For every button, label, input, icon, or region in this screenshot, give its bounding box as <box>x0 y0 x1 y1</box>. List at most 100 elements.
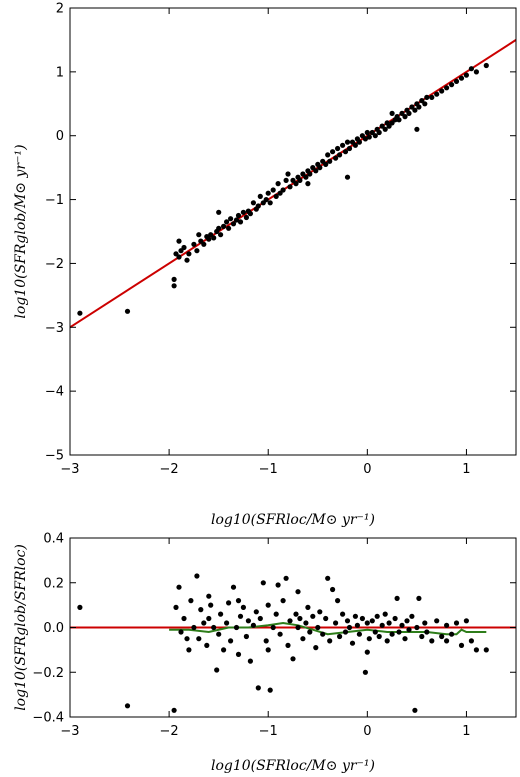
bot-point-104 <box>424 629 430 635</box>
top-ytick-label-6: 1 <box>56 65 64 80</box>
bot-point-8 <box>186 647 192 653</box>
bot-point-78 <box>359 615 365 622</box>
top-plot-frame <box>69 7 517 456</box>
top-point-77 <box>356 139 362 145</box>
top-line-1 <box>69 39 517 329</box>
top-point-2 <box>171 283 177 289</box>
bot-point-77 <box>356 631 362 637</box>
bot-point-28 <box>235 651 242 658</box>
top-point-36 <box>255 203 261 209</box>
top-point-12 <box>196 232 202 238</box>
top-point-99 <box>412 107 418 113</box>
bot-xtick-label-4: 1 <box>462 724 470 739</box>
top-scatter-points <box>77 62 489 316</box>
top-point-43 <box>273 193 279 199</box>
bot-point-62 <box>320 631 326 637</box>
top-point-71 <box>342 149 349 155</box>
bot-point-63 <box>323 615 329 622</box>
bot-ytick-label-0: −0.4 <box>32 711 64 726</box>
bot-point-14 <box>201 620 207 626</box>
bot-point-0 <box>77 604 83 611</box>
bot-point-10 <box>191 624 197 631</box>
top-point-118 <box>216 209 222 215</box>
bot-point-45 <box>277 631 283 637</box>
top-point-25 <box>228 216 234 222</box>
top-point-23 <box>224 219 230 225</box>
bot-point-51 <box>293 611 299 617</box>
bot-ytick-label-4: 0.4 <box>43 532 64 547</box>
top-point-119 <box>176 238 182 244</box>
bot-point-6 <box>181 615 187 622</box>
bot-point-98 <box>409 613 415 619</box>
bot-point-113 <box>468 638 474 644</box>
bot-point-117 <box>295 589 301 595</box>
top-ytick-label-7: 2 <box>56 2 64 17</box>
top-ytick-label-2: −3 <box>45 321 64 336</box>
top-point-108 <box>444 85 450 91</box>
bot-point-53 <box>297 615 303 622</box>
top-xtick-label-4: 1 <box>462 462 470 477</box>
top-point-55 <box>303 174 309 180</box>
top-point-40 <box>265 190 271 196</box>
top-xtick-label-3: 0 <box>363 462 371 477</box>
bot-point-120 <box>364 649 370 655</box>
bot-point-12 <box>196 636 202 642</box>
bot-point-49 <box>287 618 293 624</box>
top-ytick-label-3: −2 <box>45 257 64 272</box>
top-point-48 <box>285 171 291 177</box>
top-point-37 <box>257 193 263 199</box>
top-point-0 <box>77 310 83 316</box>
top-point-115 <box>483 62 489 69</box>
bot-point-16 <box>206 615 212 622</box>
bot-point-75 <box>352 613 358 619</box>
bot-point-100 <box>414 624 420 631</box>
bot-point-74 <box>349 640 356 646</box>
bottom-panel: −3 −2 −1 0 1 −0.4 −0.2 0.0 0.2 0.4 log10(SFRloc/M… <box>13 532 517 774</box>
top-point-41 <box>267 200 273 206</box>
top-x-axis-label: log10(SFRloc/M⊙ yr⁻¹) <box>211 512 375 528</box>
bot-point-82 <box>369 618 375 624</box>
bot-point-23 <box>224 620 230 626</box>
bot-point-47 <box>283 575 289 581</box>
top-fit-lines <box>69 39 517 329</box>
bot-point-35 <box>253 609 259 615</box>
top-point-120 <box>305 181 311 187</box>
top-point-8 <box>184 257 190 263</box>
top-point-14 <box>201 241 207 247</box>
bot-point-21 <box>218 611 224 617</box>
top-ytick-label-5: 0 <box>56 129 64 144</box>
top-point-113 <box>468 66 474 72</box>
bot-point-55 <box>303 620 309 626</box>
bot-point-27 <box>233 624 240 631</box>
top-y-axis-label: log10(SFRglob/M⊙ yr⁻¹) <box>13 144 29 318</box>
top-point-107 <box>439 88 445 94</box>
top-point-27 <box>233 217 240 223</box>
bot-point-3 <box>173 604 179 611</box>
bot-point-11 <box>194 573 200 579</box>
top-point-34 <box>250 200 256 206</box>
bot-point-57 <box>307 629 313 635</box>
bot-point-56 <box>305 604 311 611</box>
bot-point-112 <box>463 618 469 624</box>
top-point-11 <box>194 248 200 254</box>
top-point-30 <box>240 209 246 215</box>
top-point-18 <box>211 235 217 241</box>
top-point-33 <box>247 211 253 217</box>
bot-point-92 <box>394 595 400 602</box>
top-point-26 <box>230 221 237 227</box>
top-point-79 <box>362 136 368 142</box>
bot-point-30 <box>240 604 246 611</box>
bot-point-105 <box>429 638 435 644</box>
bot-ytick-label-3: 0.2 <box>43 576 64 591</box>
top-point-101 <box>416 104 422 110</box>
bottom-ticks: −3 −2 −1 0 1 −0.4 −0.2 0.0 0.2 0.4 <box>32 532 516 739</box>
top-point-67 <box>333 155 339 161</box>
top-point-114 <box>473 69 479 75</box>
bot-point-121 <box>206 593 212 599</box>
top-point-121 <box>389 110 395 116</box>
top-point-64 <box>325 152 331 158</box>
top-point-103 <box>422 101 428 107</box>
bot-ytick-label-1: −0.2 <box>32 666 64 681</box>
bot-point-101 <box>416 595 422 602</box>
top-point-46 <box>280 187 286 193</box>
